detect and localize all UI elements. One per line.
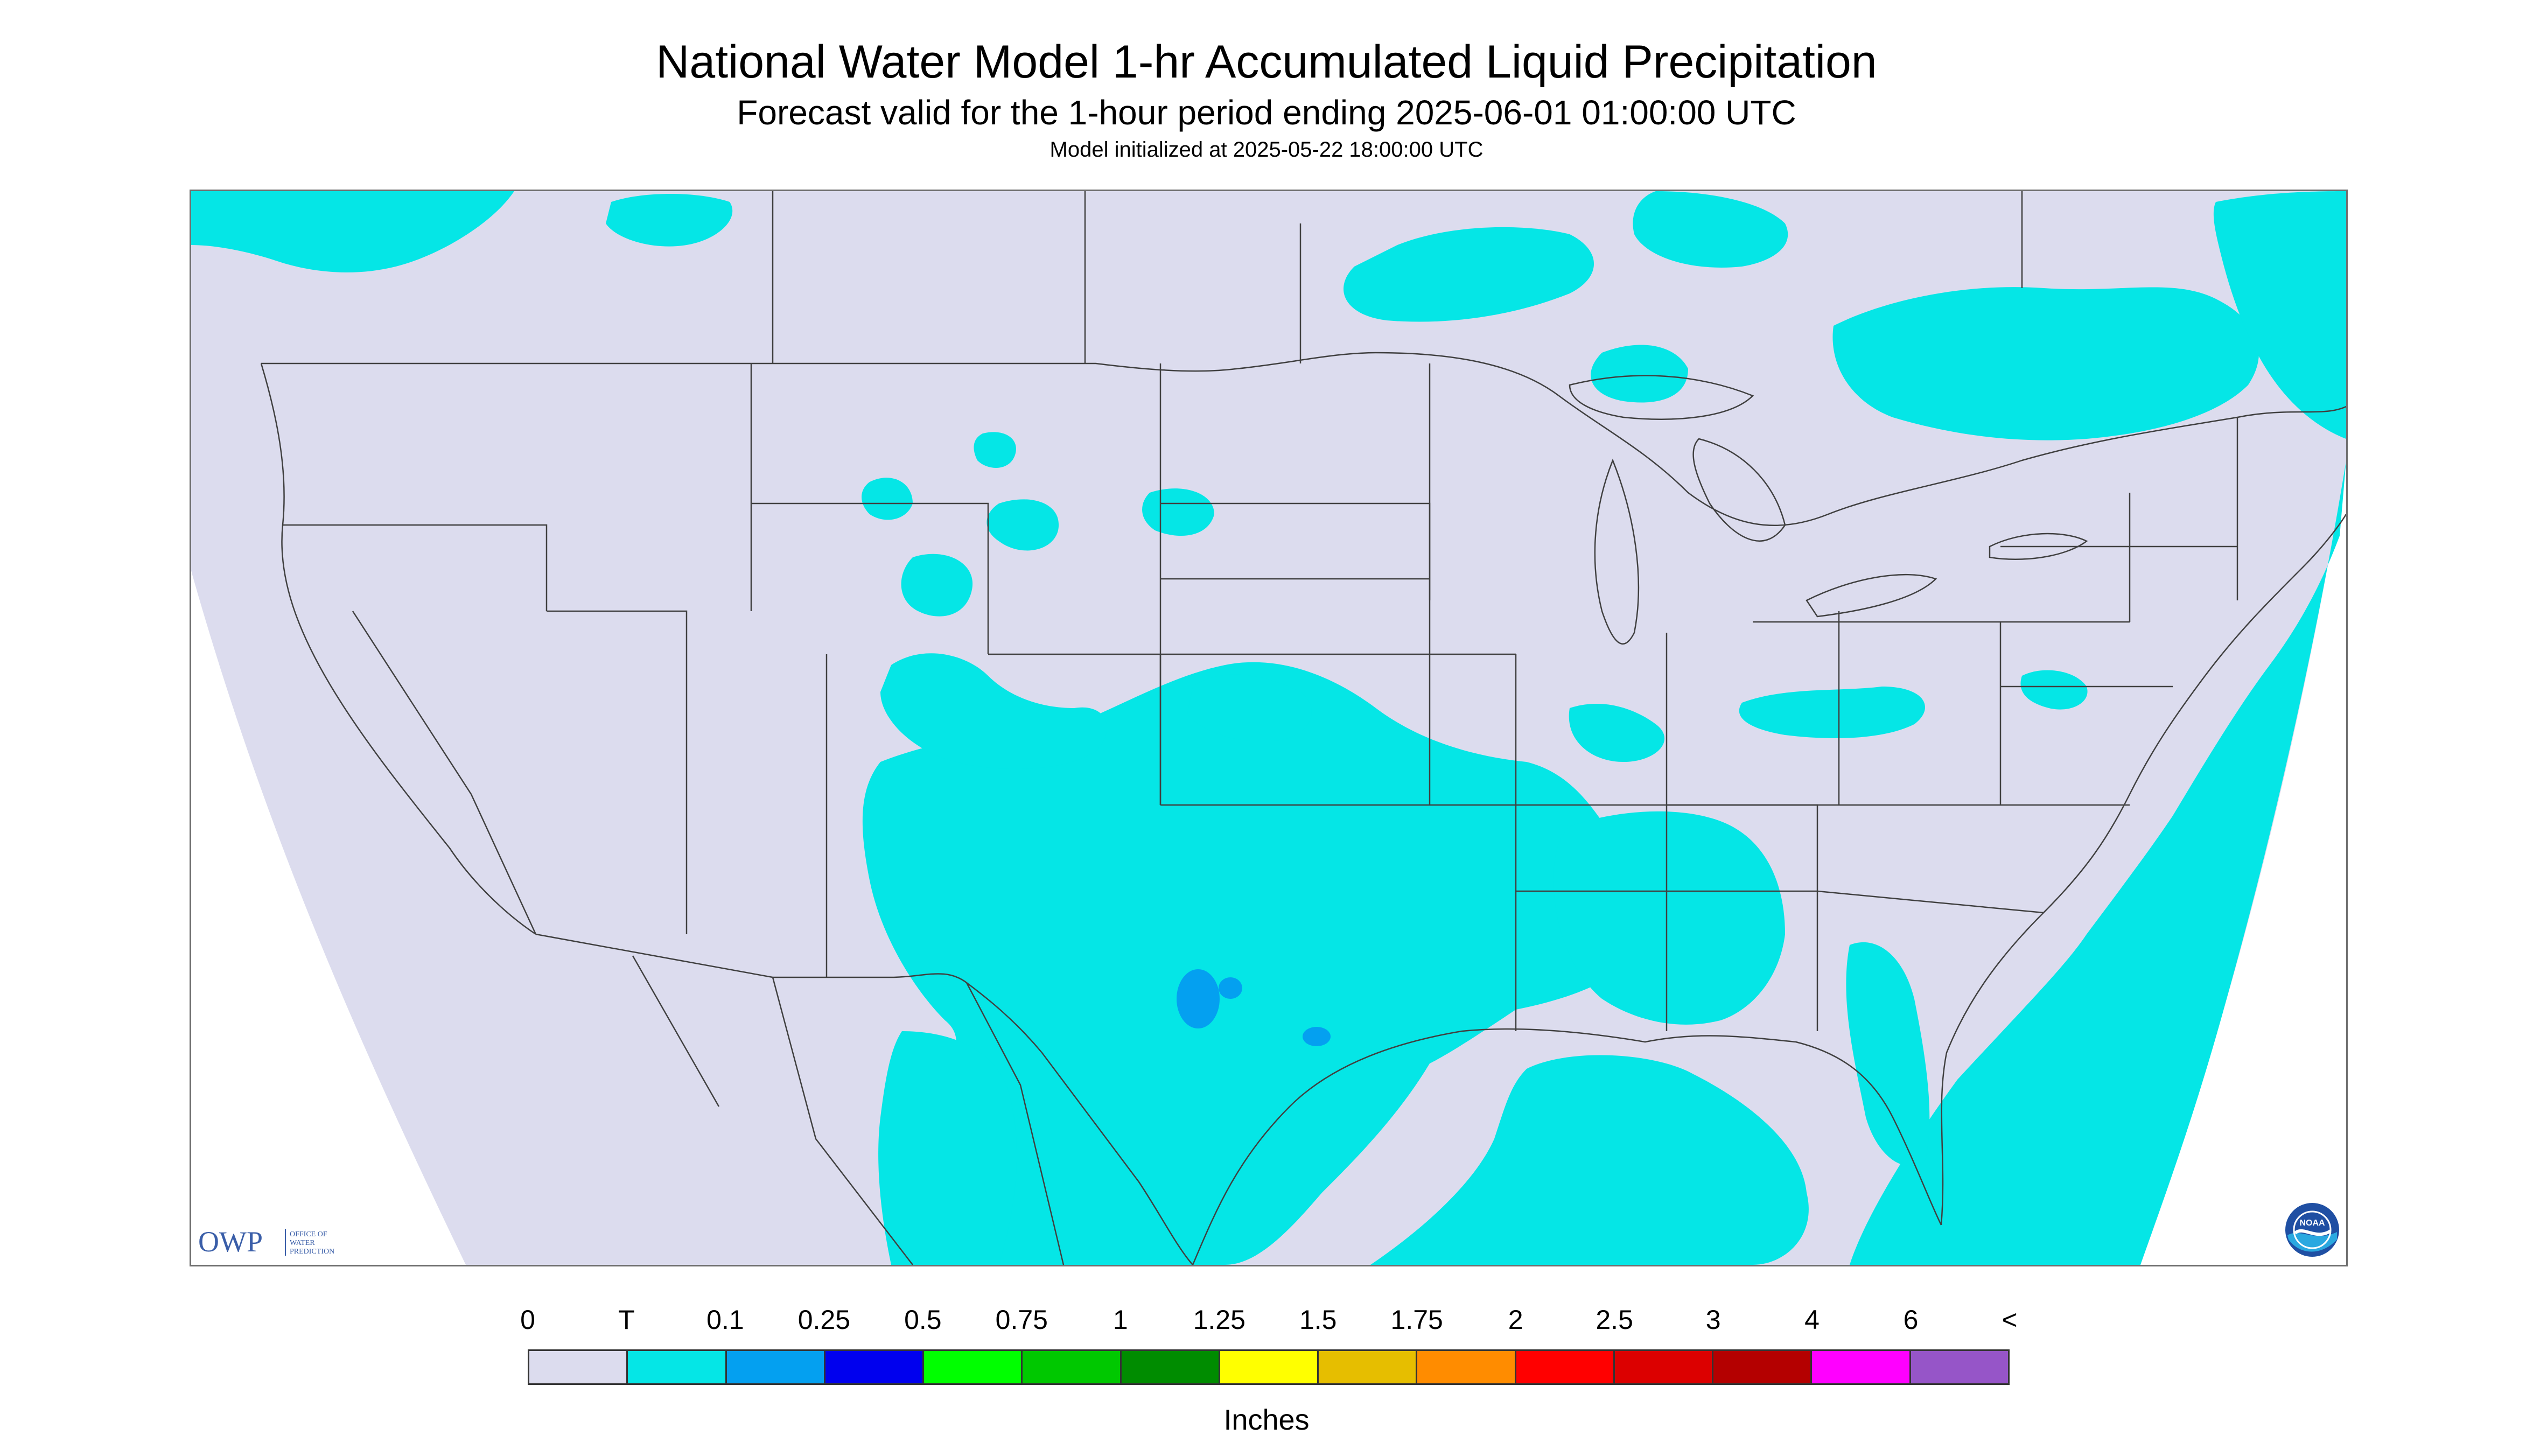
lake-huron-outline bbox=[1692, 438, 1786, 542]
precip-colorbar bbox=[528, 1349, 2010, 1385]
kansas-precip-area bbox=[1187, 674, 1312, 741]
colorado-precip-cell bbox=[901, 554, 973, 617]
minnesota-precip-area bbox=[1591, 345, 1688, 403]
colorbar-swatch bbox=[726, 1351, 825, 1383]
colorbar-swatch bbox=[529, 1351, 628, 1383]
great-lakes-north-precip-area bbox=[1832, 287, 2259, 440]
model-init-time: Model initialized at 2025-05-22 18:00:00… bbox=[1049, 138, 1484, 162]
legend-tick-label: < bbox=[2002, 1305, 2018, 1335]
noaa-logo-text: NOAA bbox=[2299, 1219, 2325, 1228]
gulf-precip-area bbox=[1370, 1055, 1809, 1265]
quebec-precip-area bbox=[2213, 191, 2346, 439]
owp-text-line-1: OFFICE OF bbox=[290, 1230, 327, 1238]
lake-superior-outline bbox=[1569, 375, 1754, 420]
colorbar-swatch bbox=[1220, 1351, 1319, 1383]
louisiana-precip-patch bbox=[1303, 1027, 1331, 1046]
ontario-precip-area bbox=[1633, 191, 1788, 268]
montana-precip-cell bbox=[974, 432, 1016, 468]
legend-tick-label: 4 bbox=[1804, 1305, 1820, 1335]
texas-precip-patch bbox=[1177, 969, 1220, 1028]
state-line bbox=[352, 611, 537, 935]
tennessee-precip-area bbox=[1739, 687, 1925, 738]
gulf-coastline bbox=[1192, 1028, 1942, 1265]
noaa-logo: NOAA bbox=[2284, 1202, 2340, 1258]
colorbar-swatch bbox=[1417, 1351, 1516, 1383]
canada-us-border bbox=[261, 352, 2346, 526]
nebraska-precip-cell bbox=[986, 499, 1059, 551]
owp-mark-text: OWP bbox=[198, 1226, 263, 1258]
colorbar-swatch bbox=[1614, 1351, 1714, 1383]
florida-precip-area bbox=[1846, 942, 1930, 1166]
colorbar-swatch bbox=[1121, 1351, 1220, 1383]
legend-tick-label: 2.5 bbox=[1596, 1305, 1633, 1335]
owp-text-line-2: WATER bbox=[290, 1239, 315, 1247]
colorbar-swatch bbox=[1911, 1351, 2008, 1383]
central-plains-precip-area bbox=[880, 653, 1107, 769]
legend-tick-label: 2 bbox=[1508, 1305, 1523, 1335]
legend-tick-label: 1.5 bbox=[1299, 1305, 1337, 1335]
lake-ontario-outline bbox=[1989, 533, 2088, 560]
map-canvas bbox=[191, 191, 2346, 1265]
legend-tick-label: 0.25 bbox=[797, 1305, 851, 1335]
legend-tick-label: 1.75 bbox=[1390, 1305, 1443, 1335]
pacific-coastline bbox=[260, 363, 536, 935]
colorbar-swatch bbox=[924, 1351, 1023, 1383]
trace-precip-areas bbox=[191, 191, 2346, 1265]
mexico-state-line bbox=[632, 955, 720, 1107]
state-line bbox=[283, 524, 548, 611]
southern-plains-precip-area bbox=[862, 662, 1656, 1265]
colorbar-swatch bbox=[628, 1351, 727, 1383]
state-line bbox=[1817, 890, 2044, 914]
us-mexico-border bbox=[535, 933, 1193, 1265]
canada-prairie-precip-area bbox=[1344, 227, 1594, 322]
atlantic-precip-band bbox=[1850, 460, 2346, 1265]
owp-logo-graphic: OWP OFFICE OF WATER PREDICTION bbox=[198, 1226, 334, 1258]
legend-tick-label: 1 bbox=[1112, 1305, 1128, 1335]
southeast-precip-area bbox=[1554, 811, 1785, 1025]
lake-erie-outline bbox=[1806, 573, 1937, 618]
legend-tick-label: 0.5 bbox=[904, 1305, 942, 1335]
colorbar-swatch bbox=[1812, 1351, 1911, 1383]
legend-tick-label: 1.25 bbox=[1193, 1305, 1245, 1335]
legend-tick-label: 0.75 bbox=[995, 1305, 1048, 1335]
owp-logo: OWP OFFICE OF WATER PREDICTION bbox=[198, 1223, 360, 1258]
canada-central-precip-area bbox=[606, 194, 733, 247]
colorbar-swatch bbox=[1319, 1351, 1418, 1383]
midatlantic-precip-area bbox=[2020, 670, 2088, 710]
map-subtitle: Forecast valid for the 1-hour period end… bbox=[737, 93, 1796, 132]
colorbar-swatch bbox=[1713, 1351, 1813, 1383]
map-title: National Water Model 1-hr Accumulated Li… bbox=[656, 36, 1877, 88]
mexico-state-line bbox=[965, 982, 1065, 1265]
lake-michigan-outline bbox=[1594, 458, 1640, 645]
light-precip-patches bbox=[1177, 969, 1331, 1046]
legend-tick-label: 0.1 bbox=[706, 1305, 744, 1335]
colorbar-swatch bbox=[1516, 1351, 1615, 1383]
colorbar-swatch bbox=[1023, 1351, 1122, 1383]
atlantic-coastline bbox=[1940, 514, 2346, 1226]
wyoming-precip-cell bbox=[862, 478, 913, 520]
legend-tick-label: 3 bbox=[1705, 1305, 1721, 1335]
state-line bbox=[547, 610, 688, 934]
political-boundaries bbox=[260, 191, 2346, 1265]
owp-text-line-3: PREDICTION bbox=[290, 1248, 334, 1256]
precipitation-map[interactable] bbox=[190, 190, 2348, 1266]
colorbar-swatch bbox=[825, 1351, 925, 1383]
texas-precip-patch-2 bbox=[1219, 977, 1242, 999]
legend-tick-label: T bbox=[618, 1305, 635, 1335]
legend-tick-label: 6 bbox=[1903, 1305, 1919, 1335]
mexico-precip-area bbox=[878, 1031, 1017, 1265]
mexico-state-line bbox=[772, 977, 913, 1265]
legend-tick-label: 0 bbox=[520, 1305, 535, 1335]
canada-west-precip-area bbox=[191, 191, 514, 272]
noaa-logo-graphic: NOAA bbox=[2285, 1203, 2339, 1257]
state-line bbox=[751, 502, 989, 654]
legend-units-label: Inches bbox=[1223, 1404, 1310, 1436]
ohio-valley-precip-area bbox=[1569, 703, 1665, 762]
